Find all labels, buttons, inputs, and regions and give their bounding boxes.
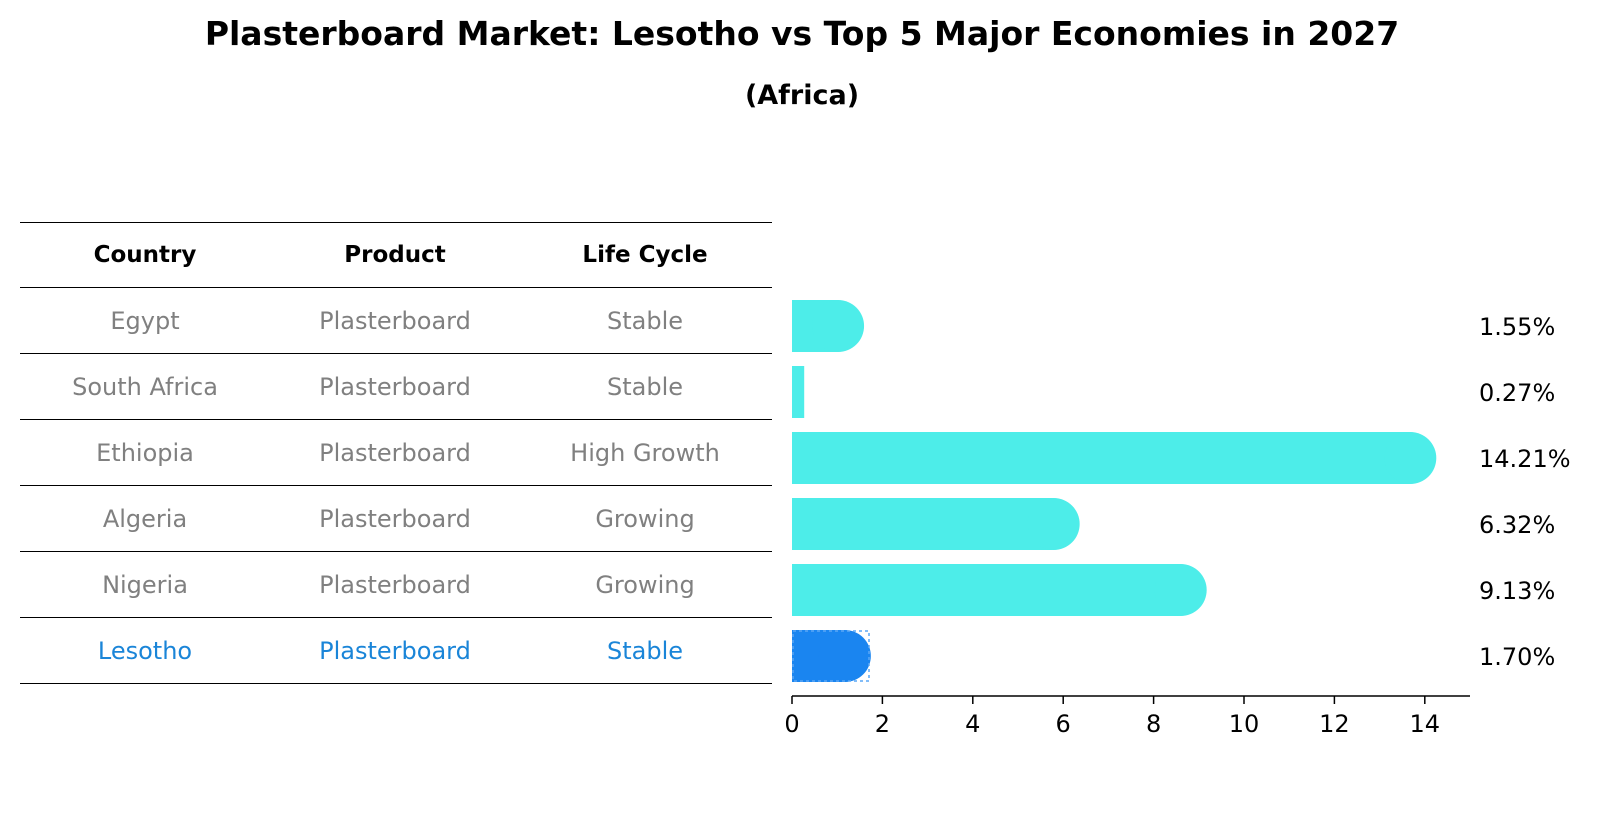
cell-country: Lesotho: [97, 636, 193, 665]
table-row: South Africa Plasterboard Stable: [20, 354, 772, 420]
cell-life-cycle: Stable: [606, 372, 684, 401]
cell-life-cycle: High Growth: [570, 438, 720, 467]
cell-country: Algeria: [102, 504, 188, 533]
bar: [792, 564, 1205, 616]
cell-product: Plasterboard: [319, 636, 471, 665]
table-row: Algeria Plasterboard Growing: [20, 486, 772, 552]
bar-cap: [818, 630, 871, 682]
data-table: Country Product Life Cycle Egypt Plaster…: [20, 222, 772, 684]
x-tick-label: 12: [1319, 710, 1350, 738]
cell-life-cycle: Growing: [595, 504, 695, 533]
cell-product: Plasterboard: [319, 570, 471, 599]
table-row: Nigeria Plasterboard Growing: [20, 552, 772, 618]
cell-product: Plasterboard: [319, 372, 471, 401]
cell-country: South Africa: [72, 372, 218, 401]
bar-value-label: 1.55%: [1479, 313, 1555, 341]
bar: [792, 366, 805, 418]
bar-cap: [812, 300, 865, 352]
bar-value-label: 14.21%: [1479, 445, 1571, 473]
table-row-highlight: Lesotho Plasterboard Stable: [20, 618, 772, 684]
chart-subtitle: (Africa): [744, 80, 860, 111]
bar-cap: [1384, 432, 1437, 484]
bar-value-label: 1.70%: [1479, 643, 1555, 671]
cell-country: Egypt: [110, 306, 180, 335]
table-row: Ethiopia Plasterboard High Growth: [20, 420, 772, 486]
x-tick-label: 8: [1146, 710, 1161, 738]
header-country: Country: [93, 242, 197, 268]
header-life-cycle: Life Cycle: [582, 242, 708, 268]
x-tick-label: 2: [875, 710, 890, 738]
bar-cap: [1027, 498, 1080, 550]
x-tick-label: 4: [965, 710, 980, 738]
bar-value-label: 9.13%: [1479, 577, 1555, 605]
x-tick-label: 10: [1229, 710, 1260, 738]
cell-life-cycle: Stable: [606, 636, 684, 665]
cell-product: Plasterboard: [319, 438, 471, 467]
x-tick-label: 6: [1056, 710, 1071, 738]
cell-life-cycle: Growing: [595, 570, 695, 599]
table-row: Egypt Plasterboard Stable: [20, 288, 772, 354]
header-product: Product: [344, 242, 446, 268]
cell-country: Ethiopia: [96, 438, 194, 467]
bar-value-label: 0.27%: [1479, 379, 1555, 407]
cell-product: Plasterboard: [319, 306, 471, 335]
bar-value-label: 6.32%: [1479, 511, 1555, 539]
chart-title: Plasterboard Market: Lesotho vs Top 5 Ma…: [204, 14, 1400, 53]
bar-highlight-outline: [792, 630, 870, 682]
cell-country: Nigeria: [102, 570, 188, 599]
cell-life-cycle: Stable: [606, 306, 684, 335]
bar-cap: [1154, 564, 1207, 616]
x-tick-label: 0: [784, 710, 799, 738]
bar: [792, 432, 1435, 484]
cell-product: Plasterboard: [319, 504, 471, 533]
bar: [792, 498, 1078, 550]
table-header-row: Country Product Life Cycle: [20, 222, 772, 288]
x-tick-label: 14: [1410, 710, 1441, 738]
